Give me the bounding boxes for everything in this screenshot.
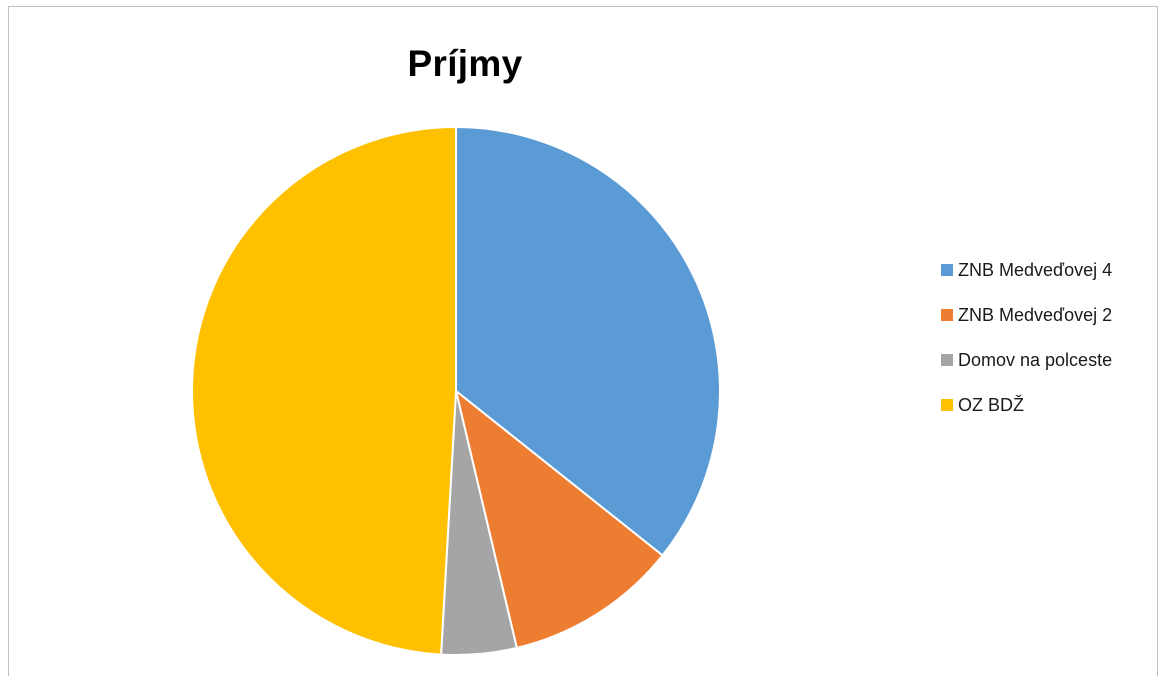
chart-title: Príjmy <box>407 43 523 84</box>
legend-item: Domov na polceste <box>941 347 1112 373</box>
pie-slice-1 <box>455 125 721 557</box>
legend-swatch <box>941 264 953 276</box>
legend-swatch <box>941 399 953 411</box>
legend-item: OZ BDŽ <box>941 392 1112 418</box>
legend-swatch <box>941 354 953 366</box>
chart-legend: ZNB Medveďovej 4 ZNB Medveďovej 2 Domov na… <box>941 257 1112 437</box>
chart-frame: Príjmy ZNB Medveďovej 4 ZNB Medveďovej 2 D… <box>8 6 1158 676</box>
legend-label: ZNB Medveďovej 4 <box>958 259 1113 280</box>
legend-label: OZ BDŽ <box>958 394 1024 415</box>
legend-label: Domov na polceste <box>958 349 1113 370</box>
pie-slice-2 <box>454 388 664 650</box>
pie-chart <box>191 125 721 656</box>
legend-swatch <box>941 309 953 321</box>
legend-label: ZNB Medveďovej 2 <box>958 304 1113 325</box>
legend-item: ZNB Medveďovej 2 <box>941 302 1112 328</box>
pie-slice-4 <box>191 125 457 656</box>
legend-item: ZNB Medveďovej 4 <box>941 257 1112 283</box>
